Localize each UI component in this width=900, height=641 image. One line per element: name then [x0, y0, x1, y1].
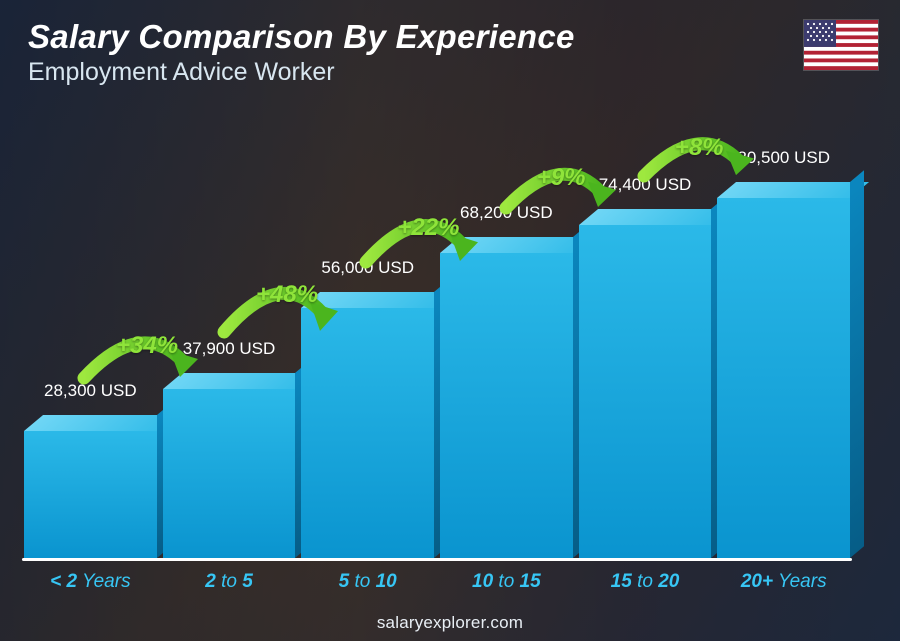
- bar-slot: 74,400 USD: [579, 225, 712, 558]
- bar: [24, 431, 157, 558]
- bar-chart: 28,300 USD37,900 USD56,000 USD68,200 USD…: [22, 105, 852, 599]
- bar: [579, 225, 712, 558]
- bar: [163, 389, 296, 558]
- bar-value-label: 28,300 USD: [44, 381, 137, 401]
- x-axis-label: 15 to 20: [579, 565, 712, 599]
- bar-value-label: 56,000 USD: [321, 258, 414, 278]
- bars-container: 28,300 USD37,900 USD56,000 USD68,200 USD…: [22, 105, 852, 558]
- bar-slot: 37,900 USD: [163, 389, 296, 558]
- bar-front: [301, 308, 434, 558]
- bar-top: [24, 415, 176, 431]
- bar-top: [717, 182, 869, 198]
- x-labels-container: < 2 Years2 to 55 to 1010 to 1515 to 2020…: [22, 565, 852, 599]
- bar-value-label: 68,200 USD: [460, 203, 553, 223]
- bar-front: [579, 225, 712, 558]
- bar-slot: 28,300 USD: [24, 431, 157, 558]
- bar-top: [163, 373, 315, 389]
- bar-top: [579, 209, 731, 225]
- bar-slot: 56,000 USD: [301, 308, 434, 558]
- title-block: Salary Comparison By Experience Employme…: [28, 18, 575, 87]
- bar: [440, 253, 573, 558]
- x-axis-line: [22, 558, 852, 561]
- us-flag-icon: [804, 20, 878, 70]
- bar-top: [301, 292, 453, 308]
- x-axis-label: 2 to 5: [163, 565, 296, 599]
- footer-credit: salaryexplorer.com: [0, 613, 900, 633]
- bar-side: [850, 170, 864, 558]
- x-axis-label: 10 to 15: [440, 565, 573, 599]
- infographic-stage: { "header": { "title": "Salary Compariso…: [0, 0, 900, 641]
- bar: [301, 308, 434, 558]
- bar-value-label: 37,900 USD: [183, 339, 276, 359]
- bar: [717, 198, 850, 558]
- bar-value-label: 80,500 USD: [737, 148, 830, 168]
- bar-front: [717, 198, 850, 558]
- bar-slot: 80,500 USD: [717, 198, 850, 558]
- bar-top: [440, 237, 592, 253]
- x-axis-label: 20+ Years: [717, 565, 850, 599]
- x-axis-label: 5 to 10: [301, 565, 434, 599]
- bar-value-label: 74,400 USD: [599, 175, 692, 195]
- x-axis-label: < 2 Years: [24, 565, 157, 599]
- bar-front: [24, 431, 157, 558]
- bar-front: [163, 389, 296, 558]
- chart-subtitle: Employment Advice Worker: [28, 58, 575, 87]
- chart-title: Salary Comparison By Experience: [28, 18, 575, 56]
- bar-slot: 68,200 USD: [440, 253, 573, 558]
- bar-front: [440, 253, 573, 558]
